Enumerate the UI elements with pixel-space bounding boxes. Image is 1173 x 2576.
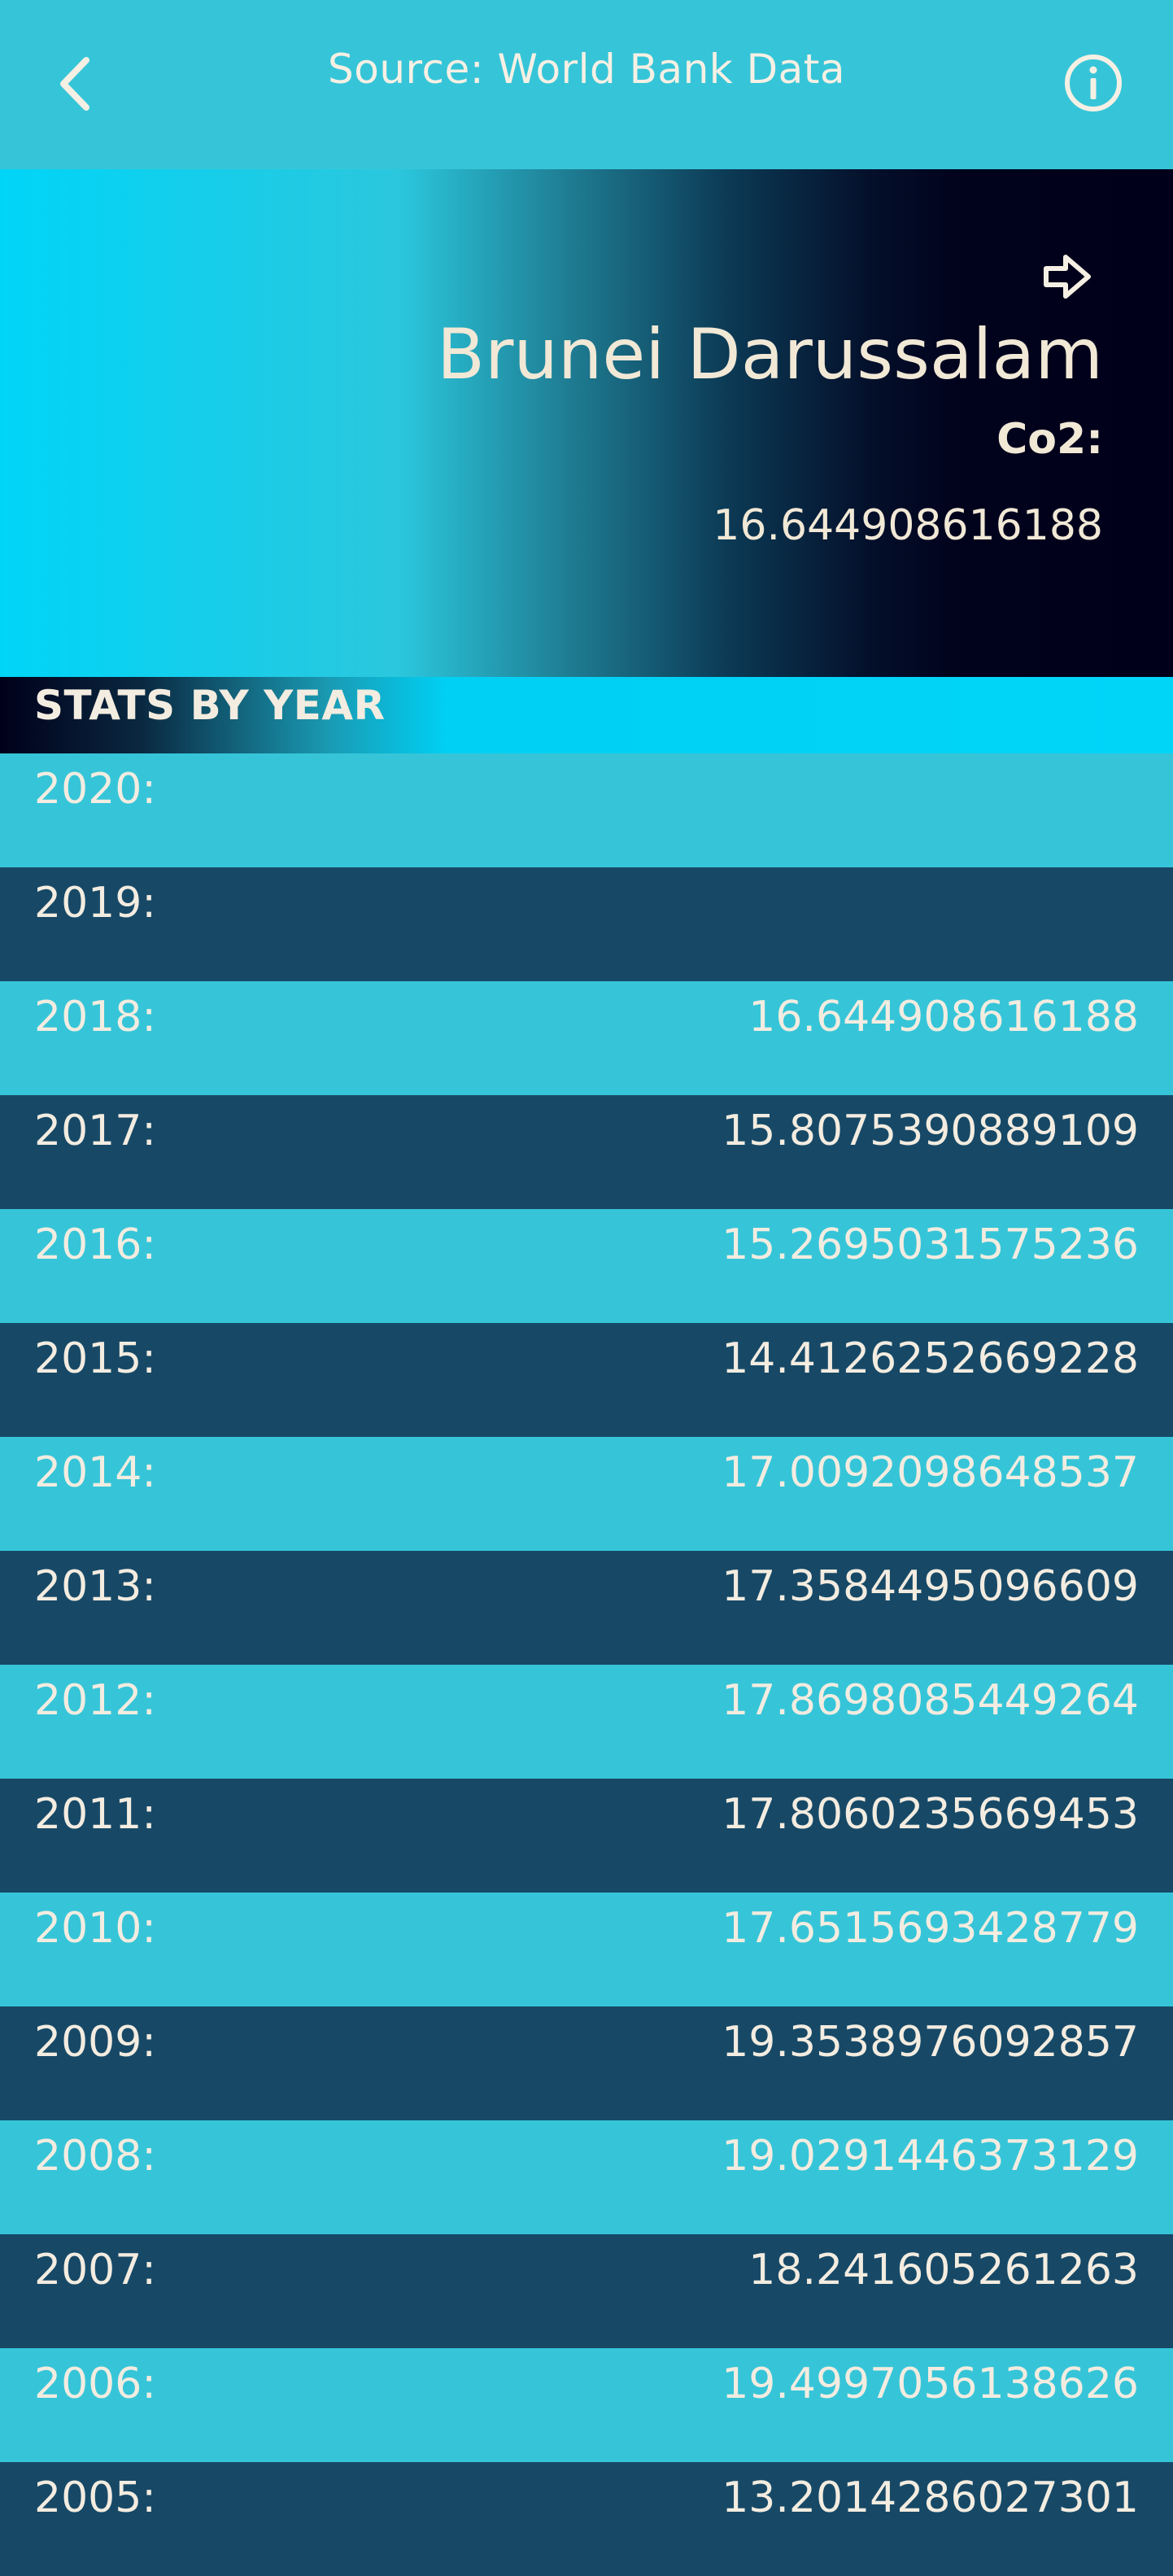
country-name: Brunei Darussalam	[437, 314, 1103, 395]
stat-year: 2015:	[34, 1334, 156, 1383]
stat-year: 2006:	[34, 2360, 156, 2408]
stat-year: 2017:	[34, 1107, 156, 1155]
stat-row: 2007: 18.241605261263	[0, 2234, 1173, 2348]
back-button[interactable]	[47, 47, 104, 120]
stat-year: 2008:	[34, 2132, 156, 2181]
stat-row: 2010: 17.6515693428779	[0, 1893, 1173, 2006]
stat-row: 2013: 17.3584495096609	[0, 1551, 1173, 1665]
stat-row: 2008: 19.0291446373129	[0, 2120, 1173, 2234]
stat-row: 2016: 15.2695031575236	[0, 1209, 1173, 1323]
stat-row: 2018: 16.644908616188	[0, 981, 1173, 1095]
stats-heading: STATS BY YEAR	[34, 682, 386, 729]
stat-value: 19.4997056138626	[722, 2360, 1139, 2408]
stat-row: 2011: 17.8060235669453	[0, 1779, 1173, 1893]
page-title: Source: World Bank Data	[327, 46, 845, 93]
stat-row: 2009: 19.3538976092857	[0, 2006, 1173, 2120]
stat-year: 2007:	[34, 2246, 156, 2294]
stat-row: 2017: 15.8075390889109	[0, 1095, 1173, 1209]
stat-value: 15.2695031575236	[722, 1220, 1139, 1269]
stat-year: 2019:	[34, 879, 156, 928]
stat-row: 2012: 17.8698085449264	[0, 1665, 1173, 1779]
top-app-bar: Source: World Bank Data	[0, 0, 1173, 169]
stat-year: 2009:	[34, 2018, 156, 2067]
stats-header-bar	[0, 677, 1173, 753]
stat-value: 17.3584495096609	[722, 1562, 1139, 1611]
share-arrow-icon	[1044, 255, 1091, 299]
stat-value: 17.8060235669453	[722, 1790, 1139, 1839]
stat-value: 14.4126252669228	[722, 1334, 1139, 1383]
stat-row: 2014: 17.0092098648537	[0, 1437, 1173, 1551]
stat-value: 19.0291446373129	[722, 2132, 1139, 2181]
stat-value: 18.241605261263	[748, 2246, 1139, 2294]
share-button[interactable]	[1041, 251, 1093, 303]
stat-year: 2020:	[34, 765, 156, 814]
stat-year: 2011:	[34, 1790, 156, 1839]
stat-value: 17.0092098648537	[722, 1448, 1139, 1497]
stat-value: 17.8698085449264	[722, 1676, 1139, 1725]
stat-row: 2005: 13.2014286027301	[0, 2462, 1173, 2576]
chevron-left-icon	[60, 57, 89, 111]
stat-year: 2013:	[34, 1562, 156, 1611]
stat-row: 2020:	[0, 753, 1173, 867]
stat-year: 2012:	[34, 1676, 156, 1725]
stat-year: 2018:	[34, 993, 156, 1041]
stat-row: 2015: 14.4126252669228	[0, 1323, 1173, 1437]
stat-year: 2010:	[34, 1904, 156, 1953]
stat-value: 19.3538976092857	[722, 2018, 1139, 2067]
stat-value: 17.6515693428779	[722, 1904, 1139, 1953]
stat-value: 16.644908616188	[748, 993, 1139, 1041]
stat-row: 2006: 19.4997056138626	[0, 2348, 1173, 2462]
info-button[interactable]	[1061, 50, 1126, 116]
metric-value: 16.644908616188	[713, 501, 1103, 550]
stat-value: 15.8075390889109	[722, 1107, 1139, 1155]
info-icon	[1065, 55, 1122, 111]
stat-year: 2005:	[34, 2473, 156, 2522]
stats-list: 2020: 2019: 2018: 16.644908616188 2017: 15.80…	[0, 753, 1173, 2576]
metric-label: Co2:	[996, 415, 1103, 464]
country-hero-banner: Brunei Darussalam Co2: 16.644908616188	[0, 169, 1173, 677]
stat-row: 2019:	[0, 867, 1173, 981]
stat-year: 2014:	[34, 1448, 156, 1497]
stat-value: 13.2014286027301	[722, 2473, 1139, 2522]
stat-year: 2016:	[34, 1220, 156, 1269]
